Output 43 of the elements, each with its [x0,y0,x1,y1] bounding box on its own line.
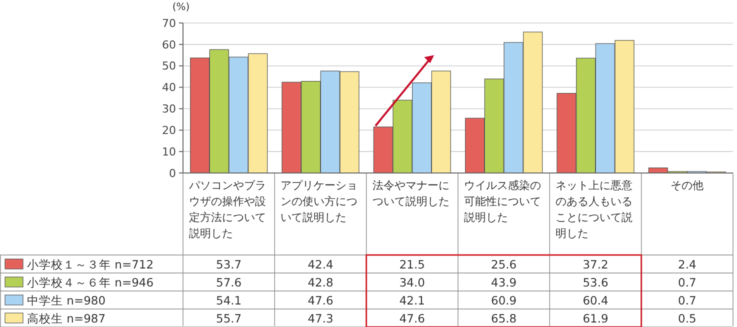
data-label: 2.4 [678,258,696,272]
data-label: 55.7 [216,312,242,326]
data-label: 65.8 [491,312,517,326]
legend-label: 高校生 n=987 [27,312,106,326]
data-label: 37.2 [582,258,608,272]
y-tick-label: 40 [162,81,176,94]
y-tick-label: 70 [162,16,176,30]
x-tick-label: パソコンやブラウザの操作や設定方法について説明した [188,179,266,240]
x-tick-label: 法令やマナーについて説明した [372,179,450,208]
data-label: 60.9 [491,294,517,308]
data-label: 53.7 [216,258,242,272]
y-axis-title: (%) [172,2,190,13]
data-label: 43.9 [491,276,517,290]
data-label: 0.7 [678,276,696,290]
data-label: 21.5 [399,258,425,272]
x-tick-label: その他 [670,179,704,192]
y-tick-label: 30 [162,102,176,116]
data-label: 61.9 [582,312,608,326]
legend-label: 小学校４～６年 n=946 [27,276,154,290]
y-tick-label: 50 [162,60,176,73]
x-tick-label: アプリケーションの使い方について説明した [280,179,358,224]
data-label: 42.4 [308,258,334,272]
data-label: 25.6 [491,258,517,272]
y-tick-label: 0 [169,166,176,180]
y-tick-label: 10 [162,145,176,158]
data-label: 47.6 [308,294,334,308]
data-label: 0.7 [678,294,696,308]
data-label: 42.1 [399,294,425,308]
data-label: 34.0 [399,276,425,290]
y-tick-label: 60 [162,38,176,52]
data-label: 60.4 [582,294,608,308]
legend-label: 中学生 n=980 [27,294,106,308]
data-label: 47.3 [308,312,334,326]
data-label: 0.5 [678,312,696,326]
data-label: 53.6 [582,276,608,290]
y-tick-label: 20 [162,124,176,137]
data-label: 54.1 [216,294,242,308]
x-tick-label: ウイルス感染の可能性について説明した [464,179,541,224]
x-tick-label: ネット上に悪意のある人もいることについて説明した [556,179,633,240]
legend-label: 小学校１～３年 n=712 [27,258,154,272]
data-label: 47.6 [399,312,425,326]
data-label: 57.6 [216,276,242,290]
data-label: 42.8 [308,276,334,290]
